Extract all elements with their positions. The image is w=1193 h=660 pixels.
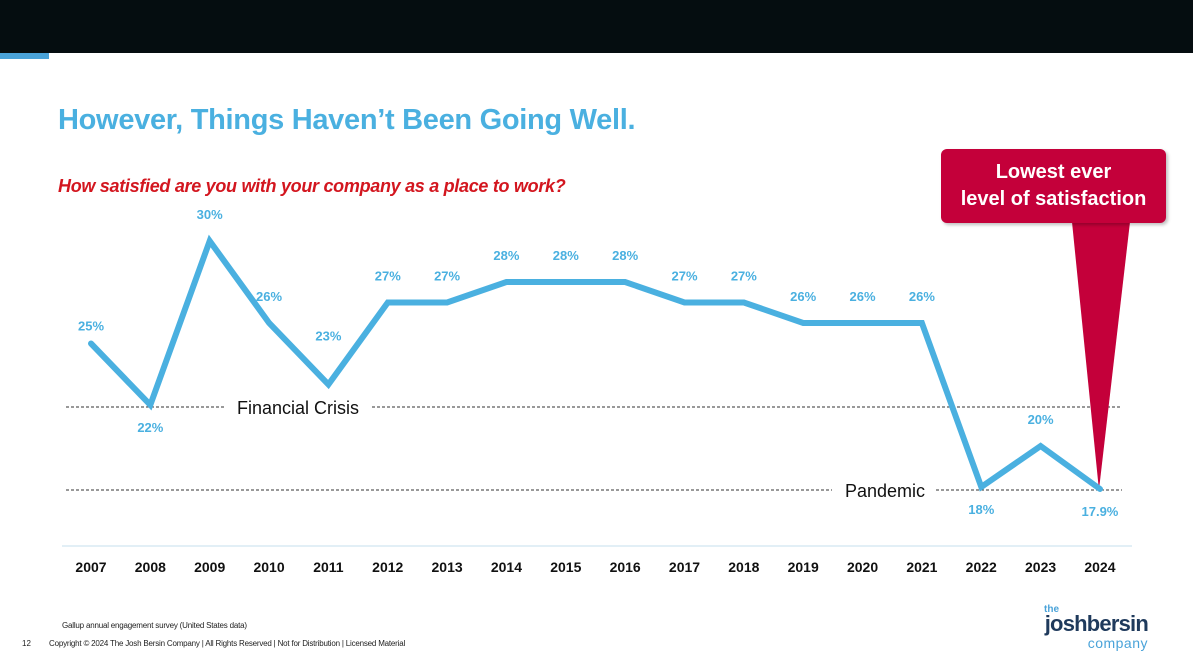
callout-line-1: Lowest ever (995, 161, 1112, 183)
data-label: 25% (78, 318, 104, 333)
callout-pointer (1072, 222, 1130, 490)
x-tick-label: 2007 (75, 559, 106, 575)
x-tick-label: 2021 (906, 559, 937, 575)
data-label: 18% (968, 502, 994, 517)
x-tick-label: 2008 (135, 559, 166, 575)
x-tick-label: 2024 (1084, 559, 1115, 575)
slide-title: However, Things Haven’t Been Going Well. (58, 104, 636, 136)
x-tick-label: 2015 (550, 559, 581, 575)
data-label: 28% (553, 248, 579, 263)
x-tick-label: 2010 (253, 559, 284, 575)
data-label: 27% (671, 268, 697, 283)
data-label: 26% (790, 289, 816, 304)
financial-crisis-label: Financial Crisis (237, 398, 359, 418)
lowest-ever-callout: Lowest ever level of satisfaction (941, 149, 1166, 223)
data-label: 28% (493, 248, 519, 263)
x-tick-label: 2012 (372, 559, 403, 575)
copyright-note: Copyright © 2024 The Josh Bersin Company… (49, 639, 406, 648)
x-tick-label: 2018 (728, 559, 759, 575)
logo-company: company (1087, 635, 1148, 651)
data-label: 30% (197, 207, 223, 222)
x-tick-label: 2013 (432, 559, 463, 575)
data-label: 22% (137, 420, 163, 435)
company-logo: the joshbersin company (1020, 602, 1150, 654)
data-label: 26% (850, 289, 876, 304)
data-label: 23% (315, 328, 341, 343)
series-line (88, 234, 1103, 492)
data-label: 20% (1028, 412, 1054, 427)
data-label: 27% (375, 268, 401, 283)
callout-line-2: level of satisfaction (960, 188, 1147, 210)
x-tick-label: 2019 (788, 559, 819, 575)
x-tick-label: 2016 (610, 559, 641, 575)
x-tick-label: 2009 (194, 559, 225, 575)
top-bar (0, 0, 1193, 53)
x-tick-label: 2014 (491, 559, 522, 575)
top-bar-accent (0, 53, 49, 59)
data-label: 27% (731, 268, 757, 283)
x-tick-label: 2022 (966, 559, 997, 575)
x-tick-label: 2011 (313, 559, 344, 575)
data-label: 27% (434, 268, 460, 283)
pandemic-label: Pandemic (845, 481, 925, 501)
data-label: 26% (256, 289, 282, 304)
x-tick-label: 2017 (669, 559, 700, 575)
logo-wordmark: joshbersin (1044, 611, 1149, 636)
source-note: Gallup annual engagement survey (United … (62, 621, 247, 630)
data-label: 28% (612, 248, 638, 263)
chart-subtitle: How satisfied are you with your company … (58, 176, 566, 196)
x-tick-label: 2023 (1025, 559, 1056, 575)
logo-the: the (1044, 604, 1059, 615)
data-label: 17.9% (1082, 504, 1119, 519)
x-tick-label: 2020 (847, 559, 878, 575)
data-label: 26% (909, 289, 935, 304)
page-number: 12 (22, 639, 31, 648)
